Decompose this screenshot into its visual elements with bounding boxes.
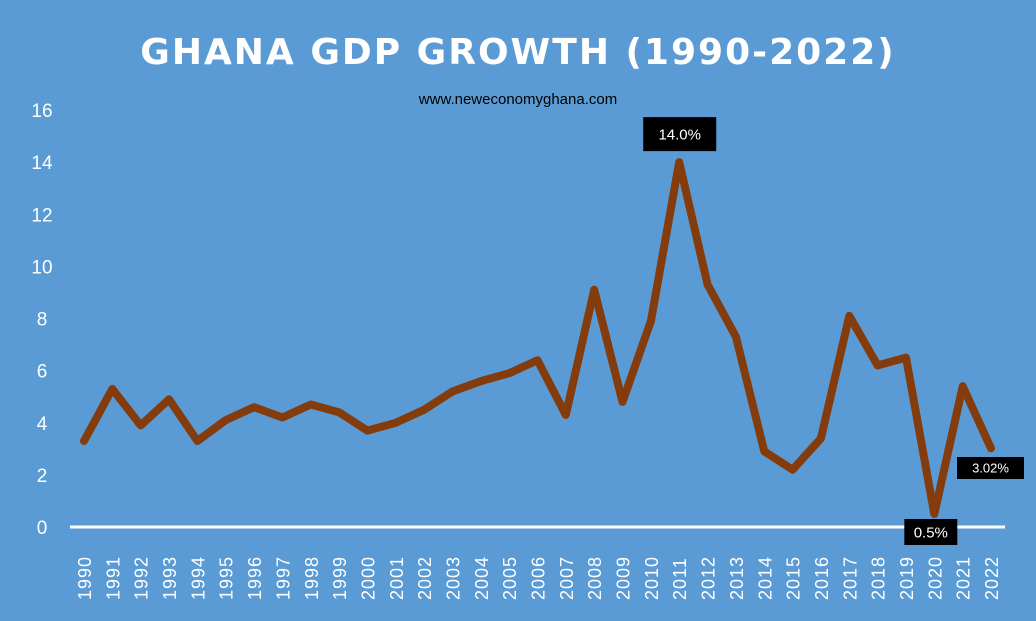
x-tick-label: 1990 [75,556,95,600]
y-tick-label: 8 [37,310,48,331]
x-tick-label: 2022 [982,556,1002,600]
x-tick-label: 2019 [897,556,917,600]
y-tick-label: 14 [31,153,53,174]
data-label-box [643,117,717,152]
y-tick-label: 10 [31,257,52,278]
x-tick-label: 1996 [245,556,265,600]
x-tick-label: 2008 [585,556,605,600]
chart-subtitle: www.neweconomyghana.com [418,91,617,108]
chart-title: GHANA GDP GROWTH (1990-2022) [140,32,895,73]
data-label-2011: 14.0% [643,117,717,152]
y-tick-label: 2 [37,466,48,487]
x-tick-label: 2003 [443,556,463,600]
x-tick-label: 2007 [557,556,577,600]
x-tick-label: 1995 [217,556,237,600]
x-tick-label: 2001 [387,556,407,600]
x-tick-label: 2011 [670,557,690,600]
x-tick-label: 2012 [699,556,719,600]
x-tick-label: 1991 [103,556,123,600]
y-tick-label: 16 [31,101,52,122]
y-tick-label: 12 [31,205,52,226]
x-tick-label: 2017 [840,556,860,600]
data-label-text: 3.02% [972,461,1009,476]
y-tick-label: 4 [37,414,48,435]
x-tick-label: 1999 [330,556,350,600]
data-label-text: 14.0% [658,127,701,144]
data-label-text: 0.5% [914,524,948,541]
data-label-box [957,457,1024,479]
x-tick-label: 2002 [415,556,435,600]
x-tick-label: 2020 [925,556,945,600]
y-tick-label: 0 [37,518,48,539]
x-tick-label: 2016 [812,556,832,600]
x-tick-label: 1992 [132,556,152,600]
x-tick-label: 1998 [302,556,322,600]
x-tick-label: 2013 [727,556,747,600]
x-tick-label: 2021 [954,556,974,600]
x-tick-label: 1994 [188,556,208,600]
x-tick-label: 2014 [755,556,775,600]
x-tick-label: 1993 [160,556,180,600]
x-tick-label: 2000 [358,556,378,600]
x-tick-label: 2004 [472,556,492,600]
x-tick-label: 2006 [529,556,549,600]
series-line [80,158,995,518]
x-tick-label: 2005 [500,556,520,600]
data-label-2020: 0.5% [904,519,958,545]
x-tick-label: 2010 [642,556,662,600]
x-tick-label: 1997 [273,556,293,600]
x-tick-label: 2018 [869,556,889,600]
x-tick-label: 2009 [614,556,634,600]
x-tick-label: 2015 [784,556,804,600]
y-tick-label: 6 [37,362,48,383]
data-label-2022: 3.02% [957,457,1024,479]
data-label-box [904,519,958,545]
